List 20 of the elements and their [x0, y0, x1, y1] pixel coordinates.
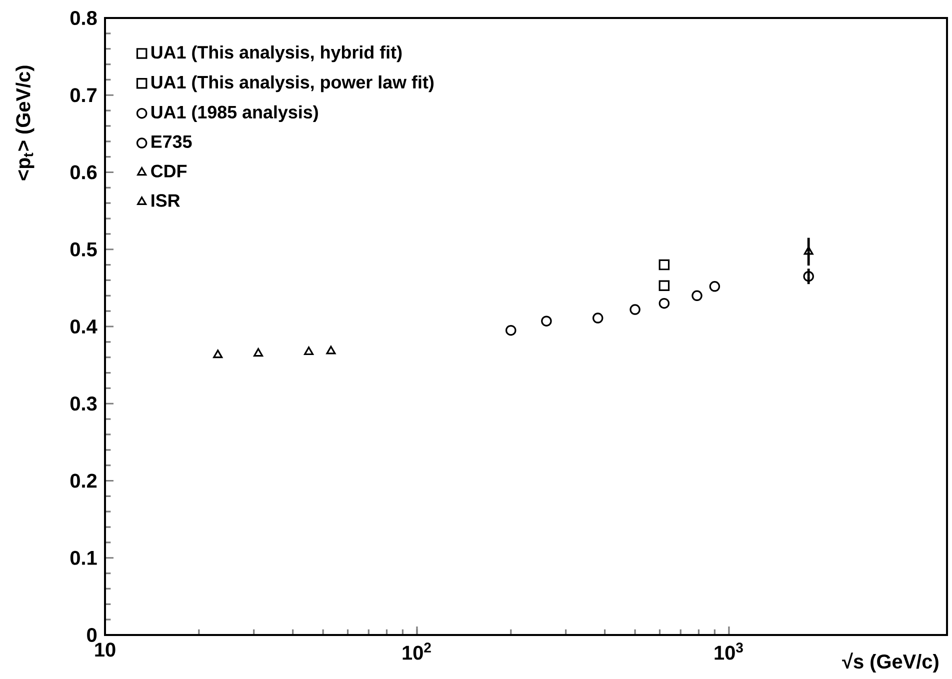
legend-label: CDF: [151, 164, 187, 178]
x-tick-label: 10$^{3}$: [714, 642, 743, 660]
legend-label: ISR: [152, 194, 180, 207]
x-tick-label: 10: [95, 642, 116, 657]
x-tick-label: 10$^{2}$: [402, 642, 431, 660]
y-tick-label: 0.3: [70, 396, 97, 411]
y-tick-label: 0.7: [70, 88, 97, 102]
y-tick-label: 0.2: [70, 474, 97, 488]
y-tick-label: 0.5: [70, 242, 97, 256]
legend-label: UA1 (1985 analysis): [151, 105, 318, 122]
y-tick-label: 0: [87, 628, 97, 642]
x-axis-title: √s (GeV/c): [842, 652, 938, 673]
legend-label: UA1 (This analysis, power law fit): [151, 75, 434, 92]
legend-label: E735: [152, 135, 192, 148]
legend-label: UA1 (This analysis, hybrid fit): [151, 45, 402, 62]
y-axis-title: <p$_{t}$> (GeV/c): [16, 66, 34, 180]
y-tick-label: 0.1: [70, 550, 97, 565]
y-tick-label: 0.8: [70, 10, 97, 26]
y-tick-label: 0.6: [70, 165, 97, 180]
y-tick-label: 0.4: [70, 319, 98, 334]
